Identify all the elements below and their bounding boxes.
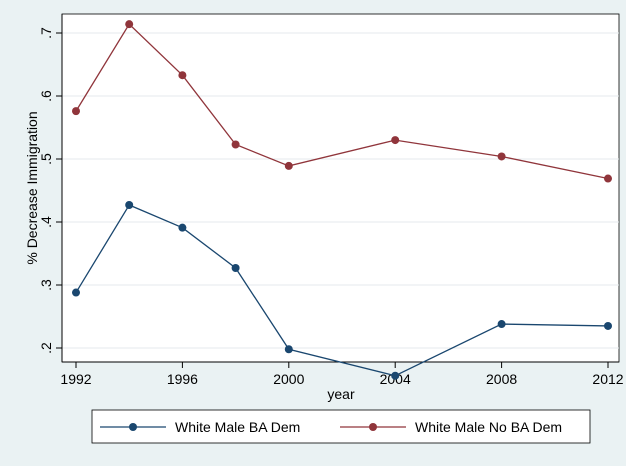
series-line xyxy=(75,23,609,180)
legend-swatch-marker xyxy=(369,423,377,431)
data-point xyxy=(72,288,80,297)
x-tick-label: 1992 xyxy=(60,371,91,387)
data-point xyxy=(231,140,240,149)
legend-swatch-marker xyxy=(129,423,137,431)
legend: White Male BA Dem White Male No BA Dem xyxy=(100,419,562,435)
data-point xyxy=(497,152,506,161)
series-line xyxy=(75,204,609,377)
x-tick-label: 2012 xyxy=(592,371,623,387)
y-tick-label: .2 xyxy=(38,342,54,354)
gridlines xyxy=(62,32,619,349)
legend-label: White Male No BA Dem xyxy=(415,419,562,435)
data-point xyxy=(391,371,400,380)
x-axis-title: year xyxy=(327,386,355,402)
data-point xyxy=(604,174,612,183)
data-point xyxy=(72,107,80,116)
data-point xyxy=(125,20,134,29)
y-axis: .2 .3 .4 .5 .6 .7 xyxy=(38,14,63,362)
data-point xyxy=(604,321,612,330)
data-point xyxy=(178,71,187,80)
y-tick-label: .4 xyxy=(38,216,54,228)
x-axis: 199219962000200420082012 xyxy=(60,361,624,387)
legend-label: White Male BA Dem xyxy=(175,419,300,435)
data-point xyxy=(125,200,134,209)
y-tick-label: .6 xyxy=(38,90,54,102)
y-axis-title: % Decrease Immigration xyxy=(24,111,40,264)
series-layer xyxy=(72,20,612,380)
data-point xyxy=(391,136,400,145)
y-tick-label: .3 xyxy=(38,279,54,291)
plot-area xyxy=(61,13,620,363)
x-tick-label: 2008 xyxy=(486,371,517,387)
data-point xyxy=(178,223,187,232)
y-tick-label: .7 xyxy=(38,27,54,39)
data-point xyxy=(284,345,293,354)
y-tick-label: .5 xyxy=(38,153,54,165)
data-point xyxy=(231,263,240,272)
data-point xyxy=(284,161,293,170)
data-point xyxy=(497,320,506,329)
x-tick-label: 2000 xyxy=(273,371,304,387)
x-tick-label: 1996 xyxy=(167,371,198,387)
